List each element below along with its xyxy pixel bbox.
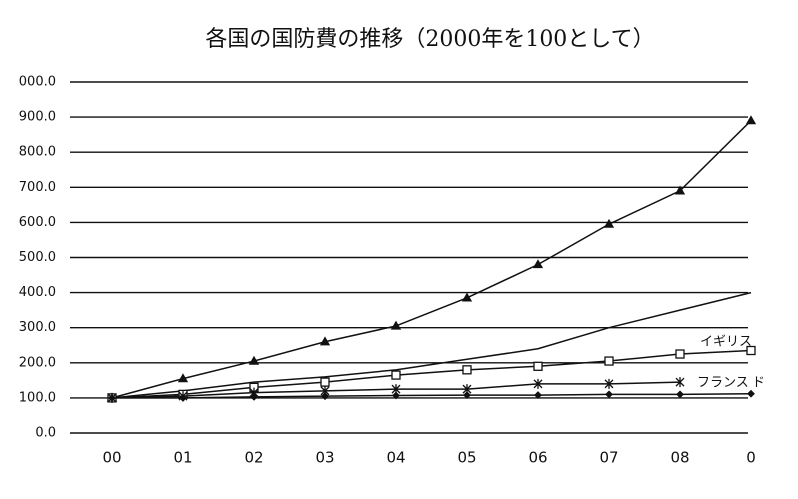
marker: [747, 389, 755, 398]
series-line: [111, 291, 752, 399]
x-tick-label: 05: [457, 449, 476, 467]
x-tick-label: 0: [746, 449, 756, 467]
marker: [392, 391, 400, 400]
marker: [675, 377, 685, 388]
marker: [604, 378, 614, 389]
chart-title: 各国の国防費の推移（2000年を100として）: [205, 27, 654, 52]
series-line: [112, 392, 752, 399]
marker: [674, 185, 686, 195]
x-tick-label: 03: [315, 449, 334, 467]
series-label: イギリス: [700, 335, 752, 350]
x-tick-label: 07: [599, 449, 618, 467]
marker: [390, 320, 402, 330]
y-tick-label: 500.0: [19, 250, 56, 265]
marker: [534, 391, 542, 400]
x-tick-label: 08: [670, 449, 689, 467]
marker: [108, 393, 116, 402]
marker: [391, 370, 401, 380]
x-tick-label: 06: [528, 449, 547, 467]
series-line: [111, 349, 752, 399]
marker: [461, 292, 473, 302]
series-label: フランス: [697, 376, 749, 391]
marker: [248, 355, 260, 365]
marker: [179, 393, 187, 402]
x-tick-label: 00: [102, 449, 121, 467]
y-tick-label: 0.0: [35, 426, 56, 441]
x-tick-label: 02: [244, 449, 263, 467]
y-tick-label: 100.0: [19, 390, 56, 405]
y-tick-label: 400.0: [19, 285, 56, 300]
y-tick-label: 700.0: [19, 180, 56, 195]
y-tick-label: 900.0: [19, 110, 56, 125]
marker: [745, 115, 757, 125]
marker: [676, 390, 684, 399]
marker: [250, 392, 258, 401]
marker: [746, 345, 756, 356]
x-tick-label: 01: [173, 449, 192, 467]
marker: [604, 356, 614, 366]
x-tick-label: 04: [386, 449, 405, 467]
marker: [533, 378, 543, 389]
marker: [532, 259, 544, 269]
marker: [462, 365, 472, 375]
marker: [533, 361, 543, 371]
marker: [603, 218, 615, 228]
marker: [463, 391, 471, 400]
series-line: [111, 120, 752, 399]
marker: [675, 349, 685, 359]
y-tick-label: 800.0: [19, 145, 56, 160]
marker: [177, 373, 189, 383]
marker: [320, 377, 330, 387]
marker: [319, 336, 331, 346]
y-tick-label: 600.0: [19, 215, 56, 230]
y-tick-label: 300.0: [19, 320, 56, 335]
marker: [605, 390, 613, 399]
annotation: ド: [752, 376, 765, 391]
marker: [321, 392, 329, 401]
y-tick-label: 200.0: [19, 355, 56, 370]
y-tick-label: 000.0: [19, 75, 56, 90]
